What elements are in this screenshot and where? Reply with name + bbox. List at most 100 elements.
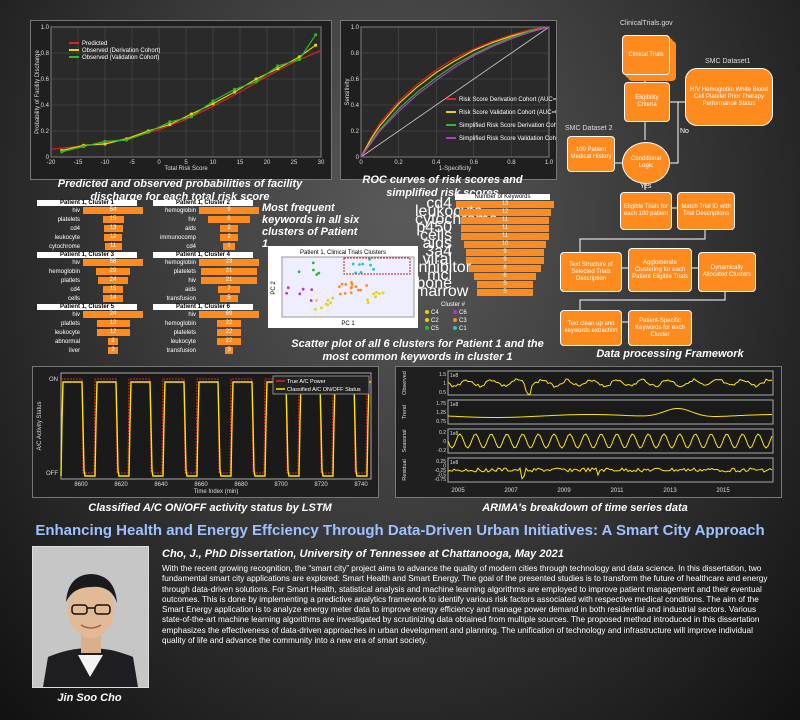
x-tick-label: -15 [74, 160, 83, 166]
keyword-count-bar: 12 [104, 234, 122, 241]
x-axis-label: Total Risk Score [164, 166, 208, 172]
legend-label: Simplified Risk Score Derivation Cohort … [459, 123, 556, 129]
scatter-point [317, 271, 321, 275]
keyword-count-bar: 2 [107, 347, 119, 354]
keyword-row: hiv 56 [32, 258, 143, 267]
keyword-count-bar: 11 [461, 224, 549, 232]
keyword-count-bar: 11 [104, 243, 122, 250]
keyword-count-bar: 56 [83, 259, 143, 266]
keyword-row: cd4 13 [32, 224, 143, 233]
arima-series-line [447, 407, 773, 418]
y-tick-label: 0.6 [41, 77, 50, 83]
data-point [254, 80, 258, 84]
flow-smc1-label: SMC Dataset1 [705, 58, 751, 65]
keyword-count-bar: 13 [103, 225, 123, 232]
legend-marker [425, 318, 429, 322]
keyword-row: cells 14 [32, 294, 143, 303]
keyword-table: Patient 1, Cluster 2 hemoglobin 9 hiv 6 aids 2… [148, 200, 259, 251]
scatter-panel: Patient 1, Clinical Trials Clusters PC 1 P… [268, 246, 418, 328]
keyword-count-bar: 23 [199, 259, 259, 266]
flow-smc1-box: HIV Hemoglobin White Blood Cell Platelet… [685, 68, 773, 126]
scatter-point [354, 285, 358, 289]
x-tick-label: 0.6 [470, 160, 479, 166]
scatter-title: Patient 1, Clinical Trials Clusters [300, 250, 386, 256]
keyword-row: transfusion 3 [148, 346, 259, 355]
keyword-row: immunocomp 2 [148, 233, 259, 242]
arima-panel [447, 428, 774, 454]
keyword-table: Patient 1, Cluster 3 hiv 56 hemoglobin 29 pla… [32, 252, 143, 303]
framework-diagram: ClinicalTrials.gov Clinical Trials Eligi… [560, 20, 790, 360]
keyword-table: Patient 1, Cluster 5 hiv 24 platlets 12 leuko… [32, 304, 143, 355]
keyword-row: cd4 15 [32, 285, 143, 294]
keyword-name: cytochrome [48, 243, 80, 250]
y-tick-label: OFF [46, 471, 58, 477]
flow-patient-keywords: Patient-Specific Keywords for each Clust… [628, 310, 692, 346]
keyword-count-bar: 1 [223, 243, 235, 250]
keyword-count-bar: 6 [474, 272, 536, 280]
series-line [360, 26, 550, 158]
x-tick-label: 8600 [74, 482, 88, 488]
cluster1-keyword-row: bone 5 [415, 275, 555, 292]
flow-clinical-trials: Clinical Trials [622, 35, 670, 75]
data-point [189, 115, 193, 119]
data-point [211, 99, 215, 103]
scatter-point [338, 292, 342, 296]
keyword-name: p450 [416, 219, 452, 236]
keyword-row: platelets 22 [148, 328, 259, 337]
keyword-name: aids [184, 286, 196, 293]
keyword-count-bar: 22 [217, 329, 241, 336]
scatter-point [331, 296, 335, 300]
legend-label: Observed (Validation Cohort) [82, 55, 159, 61]
scatter-point [366, 298, 370, 302]
keyword-count-bar: 3 [224, 347, 234, 354]
y-tick-label: 0.8 [41, 51, 50, 57]
legend-label: Observed (Derivation Cohort) [82, 48, 160, 54]
discharge-chart-panel: -20 -15 -10 -5 0 5 10 15 20 25 30 0 0.2 0.4 0.6 0.8 1.0 T… [30, 20, 332, 180]
x-tick-label: 8740 [354, 482, 368, 488]
data-point [168, 120, 172, 124]
scatter-point [374, 295, 377, 299]
keyword-count-bar: 12 [96, 320, 130, 327]
keyword-table: Patient 1, Cluster 1 hiv 54 platelets 15 cd4 1… [32, 200, 143, 251]
y-tick-label: 0 [46, 155, 50, 161]
flow-text-structure: Text Structure of Selected Trials Descri… [560, 252, 622, 292]
scatter-point [309, 299, 313, 302]
x-axis-label: Time Index (min) [194, 489, 239, 495]
arima-y-tick: 1.75 [436, 401, 446, 407]
scatter-point [365, 284, 369, 287]
scatter-point [324, 302, 328, 306]
data-point [81, 145, 85, 149]
keyword-name: cd4 [186, 243, 196, 250]
arima-chart-panel: 1e8 Observed 1.5 1 0.5 1e8 Trend 1.75 1.25 0.75 1e… [395, 366, 782, 498]
keyword-count-bar: 24 [98, 277, 128, 284]
keyword-name: cd4 [426, 195, 452, 212]
cluster1-keyword-row: aids 10 [415, 235, 555, 252]
keyword-table-title: Patient 1, Cluster 6 [153, 304, 253, 310]
keyword-name: bone [416, 275, 452, 292]
keyword-count-bar: 54 [83, 207, 143, 214]
keyword-name: hemoglobin [164, 320, 196, 327]
arima-chart: 1e8 Observed 1.5 1 0.5 1e8 Trend 1.75 1.25 0.75 1e… [402, 370, 774, 494]
scatter-point [358, 263, 361, 266]
lstm-chart: ON OFF A/C Activity Status 8600 8620 8640 8660… [37, 372, 372, 495]
scatter-point [315, 299, 318, 302]
x-tick-label: 1.0 [545, 160, 554, 166]
x-tick-label: -5 [129, 160, 135, 166]
keyword-count-bar: 12 [96, 329, 130, 336]
x-tick-label: 2015 [716, 488, 730, 494]
x-tick-label: 30 [318, 160, 325, 166]
keyword-count-bar: 6 [208, 216, 250, 223]
cluster1-keyword-row: mcl 6 [415, 267, 555, 284]
flow-eligibility: Eligibility Criteria [624, 82, 670, 122]
keyword-table-title: Patient 1, Cluster 4 [153, 252, 253, 258]
x-tick-label: 0 [359, 160, 363, 166]
scatter-point [344, 282, 348, 286]
legend-label: C3 [459, 318, 467, 324]
series-line [360, 26, 550, 158]
keyword-table: Patient 1, Cluster 6 hiv 69 hemoglobin 22 pla… [148, 304, 259, 355]
keyword-name: cd4 [70, 286, 80, 293]
keyword-count-bar: 12 [458, 208, 552, 216]
y-axis-label: Probability of Facility Discharge [35, 49, 41, 133]
legend-label: Simplified Risk Score Validation Cohort … [459, 136, 556, 142]
data-point [146, 130, 150, 134]
